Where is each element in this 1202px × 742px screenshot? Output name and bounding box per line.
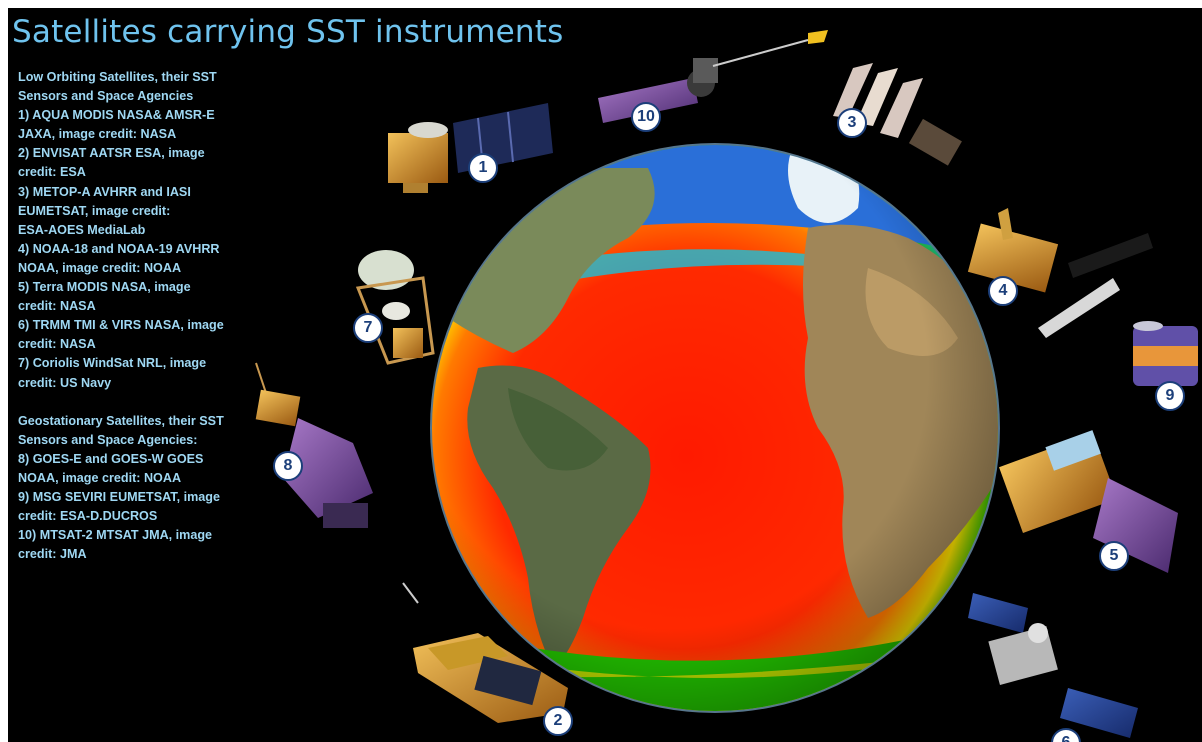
legend-line: credit: NASA [18, 337, 96, 352]
satellite-4-icon [967, 208, 1153, 338]
legend-line: 9) MSG SEVIRI EUMETSAT, image [18, 489, 221, 504]
legend-line: 4) NOAA-18 and NOAA-19 AVHRR [18, 241, 220, 256]
legend-spacer [18, 393, 283, 412]
satellite-badge-7: 7 [353, 313, 383, 343]
satellite-badge-1: 1 [468, 153, 498, 183]
satellite-7-icon [355, 250, 435, 365]
satellite-1-icon [388, 103, 553, 193]
satellite-badge-10: 10 [631, 102, 661, 132]
satellite-badge-4: 4 [988, 276, 1018, 306]
legend-line: 5) Terra MODIS NASA, image [18, 280, 191, 295]
legend-line: ESA-AOES MediaLab [18, 222, 146, 237]
satellite-10-icon [598, 30, 828, 123]
legend-line: EUMETSAT, image credit: [18, 203, 171, 218]
satellite-3-icon [833, 63, 962, 166]
legend-line: credit: ESA-D.DUCROS [18, 509, 158, 524]
legend-line: credit: JMA [18, 547, 87, 562]
legend-line: 10) MTSAT-2 MTSAT JMA, image [18, 528, 213, 543]
satellite-badge-3: 3 [837, 108, 867, 138]
legend-line: Low Orbiting Satellites, their SST [18, 70, 217, 84]
legend-line: 7) Coriolis WindSat NRL, image [18, 356, 207, 371]
satellite-badge-2: 2 [543, 706, 573, 736]
graphic-frame: Satellites carrying SST instruments Low … [8, 8, 1202, 742]
legend-line: 6) TRMM TMI & VIRS NASA, image [18, 318, 224, 333]
satellite-5-icon [999, 430, 1178, 573]
satellite-legend: Low Orbiting Satellites, their SST Senso… [18, 68, 283, 564]
legend-line: credit: US Navy [18, 375, 112, 390]
satellite-6-icon [968, 593, 1138, 738]
legend-line: NOAA, image credit: NOAA [18, 260, 182, 275]
legend-line: 2) ENVISAT AATSR ESA, image [18, 146, 205, 161]
legend-line: credit: ESA [18, 165, 86, 180]
legend-line: credit: NASA [18, 299, 96, 314]
satellite-badge-8: 8 [273, 451, 303, 481]
legend-line: NOAA, image credit: NOAA [18, 470, 182, 485]
legend-line: Sensors and Space Agencies [18, 89, 194, 104]
legend-line: 3) METOP-A AVHRR and IASI [18, 184, 191, 199]
globe [430, 143, 1000, 713]
satellite-9-icon [1133, 321, 1198, 386]
scene-artwork [255, 30, 1198, 738]
satellite-2-icon [402, 582, 568, 723]
satellite-badge-9: 9 [1155, 381, 1185, 411]
legend-line: JAXA, image credit: NASA [18, 127, 177, 142]
legend-line: Geostationary Satellites, their SST [18, 413, 224, 428]
satellite-badge-5: 5 [1099, 541, 1129, 571]
page-title: Satellites carrying SST instruments [12, 14, 564, 50]
legend-line: Sensors and Space Agencies: [18, 432, 198, 447]
legend-line: 8) GOES-E and GOES-W GOES [18, 451, 204, 466]
legend-line: 1) AQUA MODIS NASA& AMSR-E [18, 108, 215, 123]
satellite-8-icon [255, 362, 373, 528]
